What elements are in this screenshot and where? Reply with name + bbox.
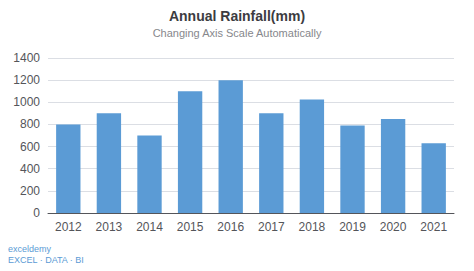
svg-text:2016: 2016	[217, 220, 244, 234]
svg-text:400: 400	[20, 162, 40, 176]
svg-text:2019: 2019	[339, 220, 366, 234]
svg-text:1200: 1200	[13, 73, 40, 87]
svg-text:1400: 1400	[13, 51, 40, 65]
svg-text:800: 800	[20, 117, 40, 131]
svg-text:Annual Rainfall(mm): Annual Rainfall(mm)	[169, 8, 305, 24]
svg-text:EXCEL · DATA · BI: EXCEL · DATA · BI	[8, 255, 84, 265]
svg-text:2012: 2012	[55, 220, 82, 234]
svg-text:1000: 1000	[13, 95, 40, 109]
svg-text:2014: 2014	[136, 220, 163, 234]
svg-text:2013: 2013	[96, 220, 123, 234]
svg-text:600: 600	[20, 140, 40, 154]
svg-text:2018: 2018	[299, 220, 326, 234]
svg-text:0: 0	[33, 206, 40, 220]
svg-text:200: 200	[20, 184, 40, 198]
svg-text:2017: 2017	[258, 220, 285, 234]
svg-text:exceldemy: exceldemy	[8, 244, 52, 254]
svg-text:2015: 2015	[177, 220, 204, 234]
svg-text:Changing Axis Scale Automatica: Changing Axis Scale Automatically	[153, 27, 322, 39]
svg-text:2020: 2020	[380, 220, 407, 234]
svg-text:2021: 2021	[420, 220, 447, 234]
